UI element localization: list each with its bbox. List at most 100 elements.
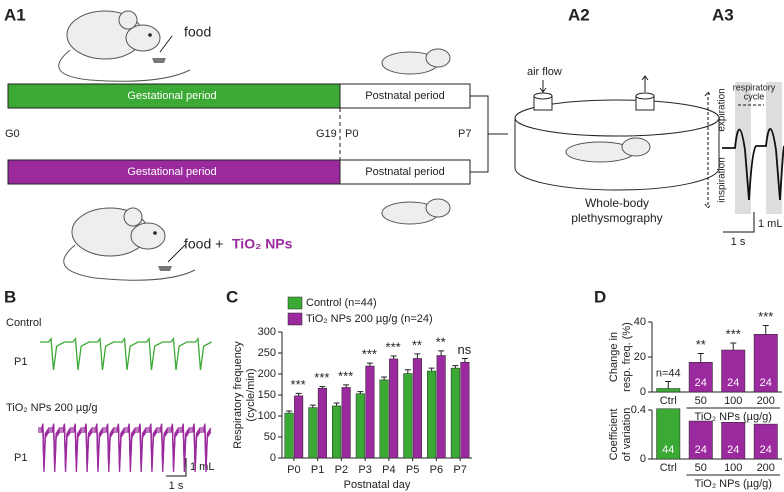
error-bar — [697, 353, 704, 363]
x-tick-label: P1 — [311, 464, 324, 476]
x-tick-label: Ctrl — [660, 395, 677, 407]
trace — [40, 336, 212, 371]
food-label: food + — [184, 236, 223, 252]
scale-bar — [723, 212, 755, 233]
scale-label: 1 s — [731, 236, 746, 248]
bar — [656, 388, 681, 393]
error-bar — [381, 376, 388, 380]
timeline-label: P7 — [458, 128, 471, 140]
bar — [294, 395, 304, 459]
airflow-label: air flow — [527, 66, 562, 78]
cycle-label: respiratory — [733, 82, 776, 92]
y-tick-label: 100 — [258, 410, 276, 422]
scale-label: 1 mL — [758, 218, 782, 230]
bar-label: Gestational period — [127, 90, 216, 102]
setup-label: Whole-body — [585, 196, 649, 210]
x-tick-label: P2 — [335, 464, 348, 476]
significance: ** — [696, 337, 706, 352]
significance: *** — [314, 370, 329, 385]
error-bar — [366, 362, 373, 367]
panel-label: D — [594, 287, 606, 306]
pointer — [167, 244, 186, 263]
y-axis-label: resp. freq. (%) — [621, 322, 633, 392]
bar — [332, 405, 342, 459]
panel-label: B — [4, 287, 16, 306]
timeline-label: P0 — [345, 128, 358, 140]
x-tick-label: 200 — [757, 462, 775, 474]
scale-bar — [166, 458, 187, 477]
legend-swatch — [287, 296, 303, 310]
significance: *** — [758, 309, 773, 324]
bar — [379, 379, 389, 459]
pup — [381, 198, 451, 225]
error-bar — [404, 369, 411, 374]
y-tick-label: 150 — [258, 389, 276, 401]
legend-label: Control (n=44) — [306, 297, 377, 309]
bar — [753, 423, 778, 460]
x-tick-label: P5 — [406, 464, 419, 476]
n-label: 24 — [727, 377, 739, 389]
postnatal-box — [339, 83, 471, 109]
x-tick-label: P7 — [453, 464, 466, 476]
y-axis-label: Change in — [608, 332, 620, 382]
x-tick-label: P4 — [382, 464, 395, 476]
error-bar — [438, 350, 445, 356]
y-tick-label: 0 — [640, 386, 646, 398]
bar — [688, 420, 713, 460]
error-bar — [295, 392, 302, 396]
panel-label: C — [226, 287, 238, 306]
y-tick-label: 0.4 — [631, 404, 646, 416]
bar — [427, 370, 437, 459]
significance: *** — [291, 377, 306, 392]
n-label: 44 — [662, 444, 674, 456]
box-label: Postnatal period — [365, 90, 445, 102]
n-label: 24 — [695, 377, 707, 389]
y-tick-label: 40 — [634, 316, 646, 328]
bar — [403, 373, 413, 459]
pointer — [159, 35, 173, 53]
bar — [436, 355, 446, 459]
x-axis-label: TiO₂ NPs (µg/g) — [695, 411, 772, 423]
box-label: Postnatal period — [365, 166, 445, 178]
significance: *** — [362, 347, 377, 362]
x-axis-label: TiO₂ NPs (µg/g) — [695, 478, 772, 490]
error-bar — [762, 325, 769, 335]
error-bar — [730, 342, 737, 350]
x-tick-label: 50 — [695, 395, 707, 407]
error-bar — [309, 404, 316, 408]
trace-label: P1 — [14, 452, 27, 464]
bar — [355, 393, 365, 459]
food-dish — [158, 266, 172, 271]
cycle-label: cycle — [744, 91, 765, 101]
bar — [450, 367, 460, 459]
x-tick-label: P3 — [358, 464, 371, 476]
bar — [460, 361, 470, 459]
error-bar — [319, 386, 326, 389]
expiration-label: expiration — [717, 88, 728, 131]
chamber — [514, 75, 720, 191]
trace-label: TiO₂ NPs 200 µg/g — [6, 402, 98, 414]
n-label: 24 — [760, 377, 772, 389]
bar — [389, 358, 399, 459]
significance: *** — [386, 339, 401, 354]
mouse-treated — [63, 207, 196, 281]
axis-arrow — [704, 91, 712, 209]
y-tick-label: 250 — [258, 347, 276, 359]
bar-label: Gestational period — [127, 166, 216, 178]
error-bar — [461, 357, 468, 363]
y-axis-label: Coefficient — [608, 409, 620, 461]
a3-trace — [722, 128, 784, 201]
panel-label: A3 — [712, 5, 734, 24]
x-tick-label: 200 — [757, 395, 775, 407]
y-tick-label: 50 — [264, 431, 276, 443]
food-dish — [152, 58, 166, 63]
trace — [38, 427, 212, 473]
pup — [565, 137, 651, 163]
significance: *** — [726, 326, 741, 341]
panel-label: A2 — [568, 5, 590, 24]
n-label: 24 — [695, 444, 707, 456]
y-tick-label: 0 — [270, 452, 276, 464]
scale-label: 1 s — [169, 480, 184, 492]
agent-label: TiO₂ NPs — [232, 236, 293, 252]
